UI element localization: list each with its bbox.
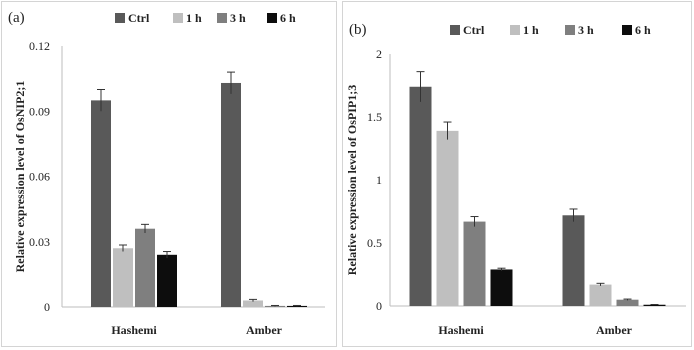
bar-amber-1-h	[589, 284, 612, 306]
category-label: Amber	[596, 323, 633, 337]
legend-swatch-3-h	[565, 25, 575, 35]
legend-label-1-h: 1 h	[186, 11, 202, 25]
panel-label: (a)	[8, 10, 25, 26]
bar-hashemi-3-h	[135, 228, 155, 307]
bar-amber-ctrl	[562, 215, 585, 306]
chart-panel-b: (b) 0 0.5 1 1.5 2 Relative expression level of…	[345, 22, 686, 337]
bar-amber-ctrl	[221, 82, 241, 307]
bar-hashemi-ctrl	[91, 100, 111, 307]
chart-panel-a: (a) 0 0.03 0.06 0.09 0.12 Relative expression …	[8, 10, 325, 337]
legend-swatch-ctrl	[450, 25, 460, 35]
bar-hashemi-1-h	[113, 248, 133, 307]
legend-label-1-h: 1 h	[523, 23, 539, 37]
legend-label-ctrl: Ctrl	[128, 11, 150, 25]
y-tick-label: 0	[376, 299, 382, 313]
category-label: Hashemi	[438, 323, 484, 337]
legend-label-6-h: 6 h	[280, 11, 296, 25]
legend-swatch-6-h	[622, 25, 632, 35]
panel-a-frame	[1, 1, 337, 347]
bar-amber-6-h	[643, 304, 666, 306]
bar-hashemi-6-h	[490, 269, 513, 306]
bar-hashemi-3-h	[463, 221, 486, 306]
legend-label-3-h: 3 h	[230, 11, 246, 25]
y-tick-label: 0.12	[29, 39, 50, 53]
y-tick-label: 0.03	[29, 235, 50, 249]
category-label: Hashemi	[111, 323, 157, 337]
y-tick-label: 2	[376, 47, 382, 61]
legend-label-6-h: 6 h	[635, 23, 651, 37]
bar-amber-6-h	[287, 305, 307, 307]
y-tick-label: 0.5	[367, 236, 382, 250]
y-axis-title: Relative expression level of OsNIP2;1	[13, 81, 27, 273]
y-tick-label: 0.06	[29, 170, 50, 184]
legend-swatch-1-h	[173, 13, 183, 23]
legend-swatch-1-h	[510, 25, 520, 35]
legend-label-3-h: 3 h	[578, 23, 594, 37]
bar-hashemi-ctrl	[409, 86, 432, 306]
legend-swatch-3-h	[217, 13, 227, 23]
bar-amber-3-h	[265, 305, 285, 307]
panel-label: (b)	[349, 22, 367, 38]
bar-amber-3-h	[616, 299, 639, 306]
panel-b-frame	[342, 1, 692, 347]
bar-hashemi-6-h	[157, 254, 177, 307]
category-label: Amber	[246, 323, 283, 337]
y-axis-title: Relative expression level of OsPIP1;3	[345, 85, 359, 275]
bar-amber-1-h	[243, 300, 263, 307]
y-tick-label: 1.5	[367, 110, 382, 124]
y-tick-label: 0	[44, 300, 50, 314]
legend-swatch-ctrl	[115, 13, 125, 23]
legend-swatch-6-h	[267, 13, 277, 23]
y-tick-label: 0.09	[29, 104, 50, 118]
y-tick-label: 1	[376, 173, 382, 187]
bar-hashemi-1-h	[436, 130, 459, 306]
legend-label-ctrl: Ctrl	[463, 23, 485, 37]
